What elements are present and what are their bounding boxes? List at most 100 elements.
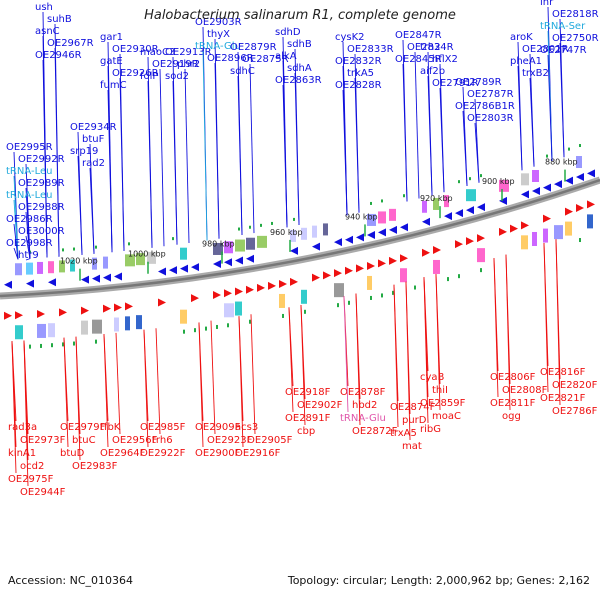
reverse-gene-label: OE2998R bbox=[6, 238, 53, 249]
forward-gene-label: ribG bbox=[420, 424, 441, 435]
label-leader-line bbox=[54, 47, 60, 257]
reverse-gene-label: sdhC bbox=[230, 66, 255, 77]
forward-gene-arrow bbox=[389, 256, 397, 265]
reverse-gene-label: OE2834R bbox=[407, 42, 454, 53]
reverse-gene-label: srp19 bbox=[70, 146, 98, 157]
feature-dot bbox=[249, 225, 251, 229]
reverse-gene-arrow bbox=[26, 279, 34, 288]
reverse-gene-label: OE2787R bbox=[467, 89, 514, 100]
feature-dot bbox=[304, 309, 306, 314]
forward-gene-label: OE2979F bbox=[60, 422, 106, 433]
reverse-gene-label: OE2879R bbox=[230, 42, 277, 53]
label-leader-line bbox=[103, 334, 109, 448]
label-leader-line bbox=[198, 322, 204, 448]
label-leader-line bbox=[89, 167, 95, 254]
reverse-gene-label: OE2913R bbox=[165, 47, 212, 58]
reverse-function-block bbox=[290, 229, 296, 242]
reverse-function-block bbox=[180, 247, 187, 260]
reverse-function-block bbox=[235, 239, 245, 252]
reverse-gene-label: tRNA-Ser bbox=[540, 21, 586, 32]
forward-gene-label: OE2909F bbox=[195, 422, 241, 433]
forward-gene-arrow bbox=[356, 264, 364, 273]
forward-gene-arrow bbox=[246, 285, 254, 294]
forward-gene-arrow bbox=[576, 204, 584, 213]
reverse-gene-label: phr2 bbox=[177, 59, 200, 70]
reverse-function-block bbox=[499, 179, 509, 192]
forward-function-block bbox=[37, 323, 46, 338]
reverse-gene-arrow bbox=[92, 274, 100, 283]
reverse-function-block bbox=[92, 257, 97, 270]
forward-function-block bbox=[92, 319, 102, 334]
forward-function-block bbox=[477, 248, 485, 263]
feature-dot bbox=[40, 343, 42, 348]
feature-dot bbox=[62, 248, 64, 252]
reverse-gene-label: OE2750R bbox=[552, 33, 599, 44]
forward-gene-arrow bbox=[367, 261, 375, 270]
reverse-gene-label: OE2863R bbox=[275, 75, 322, 86]
feature-dot bbox=[348, 300, 350, 305]
forward-gene-label: acs3 bbox=[235, 422, 258, 433]
forward-gene-arrow bbox=[334, 269, 342, 278]
feature-dot bbox=[546, 154, 548, 158]
reverse-gene-label: OE2967R bbox=[47, 38, 94, 49]
topology-stats: Topology: circular; Length: 2,000,962 bp… bbox=[287, 574, 590, 587]
reverse-gene-label: OE2988R bbox=[18, 202, 65, 213]
forward-function-block bbox=[180, 309, 187, 324]
label-leader-line bbox=[435, 274, 441, 411]
feature-dot bbox=[447, 277, 449, 282]
reverse-gene-arrow bbox=[290, 246, 298, 255]
feature-dot bbox=[271, 221, 273, 225]
reverse-gene-label: gar1 bbox=[100, 32, 123, 43]
feature-dot bbox=[568, 147, 570, 151]
reverse-gene-arrow bbox=[543, 183, 551, 192]
label-leader-line bbox=[238, 316, 244, 448]
reverse-gene-label: hflX2 bbox=[432, 54, 458, 65]
tick-label: 960 kbp bbox=[270, 228, 303, 237]
forward-function-block bbox=[565, 221, 572, 236]
genome-title: Halobacterium salinarum R1, complete gen… bbox=[144, 8, 456, 23]
forward-function-block bbox=[235, 301, 242, 316]
label-leader-line bbox=[42, 59, 48, 258]
feature-dot bbox=[381, 199, 383, 203]
forward-function-block bbox=[554, 225, 563, 240]
forward-gene-arrow bbox=[191, 294, 199, 303]
forward-gene-arrow bbox=[543, 214, 551, 223]
reverse-function-block bbox=[312, 225, 317, 238]
feature-dot bbox=[194, 328, 196, 333]
forward-gene-label: OE2923F bbox=[207, 435, 253, 446]
forward-gene-label: btuC bbox=[72, 435, 96, 446]
forward-gene-label: OE2872F bbox=[352, 426, 398, 437]
reverse-gene-label: OE2989R bbox=[18, 178, 65, 189]
reverse-function-block bbox=[103, 256, 108, 269]
forward-gene-label: kinA1 bbox=[8, 448, 36, 459]
feature-dot bbox=[172, 237, 174, 241]
feature-dot bbox=[260, 223, 262, 227]
forward-gene-label: OE2878F bbox=[340, 387, 386, 398]
reverse-function-block bbox=[422, 200, 427, 213]
label-leader-line bbox=[250, 314, 256, 435]
label-leader-line bbox=[202, 50, 208, 241]
reverse-gene-arrow bbox=[477, 203, 485, 212]
forward-gene-arrow bbox=[400, 254, 408, 263]
label-leader-line bbox=[172, 80, 178, 245]
forward-gene-labels: rad3a OE2973F kinA1 ocd2 OE2975F OE2944F OE297… bbox=[8, 239, 598, 498]
forward-gene-label: btuD bbox=[60, 448, 85, 459]
forward-function-block bbox=[301, 289, 307, 304]
reverse-gene-label: lhr bbox=[540, 0, 554, 8]
reverse-gene-label: ush bbox=[35, 2, 53, 13]
reverse-gene-arrow bbox=[389, 225, 397, 234]
forward-gene-label: OE2808F bbox=[502, 385, 548, 396]
reverse-gene-arrow bbox=[334, 238, 342, 247]
forward-gene-arrow bbox=[15, 311, 23, 320]
reverse-gene-label: tRNA-Glu bbox=[195, 41, 241, 52]
label-leader-line bbox=[288, 307, 294, 413]
reverse-gene-arrow bbox=[499, 196, 507, 205]
label-leader-line bbox=[543, 243, 549, 393]
label-leader-line bbox=[214, 62, 220, 239]
reverse-gene-label: OE2930R bbox=[112, 44, 159, 55]
forward-gene-label: OE2944F bbox=[20, 487, 66, 498]
reverse-gene-label: OE2995R bbox=[6, 142, 53, 153]
forward-function-block bbox=[136, 315, 142, 330]
reverse-gene-label: OE2926R bbox=[112, 68, 159, 79]
forward-gene-label: OE2806F bbox=[490, 372, 536, 383]
